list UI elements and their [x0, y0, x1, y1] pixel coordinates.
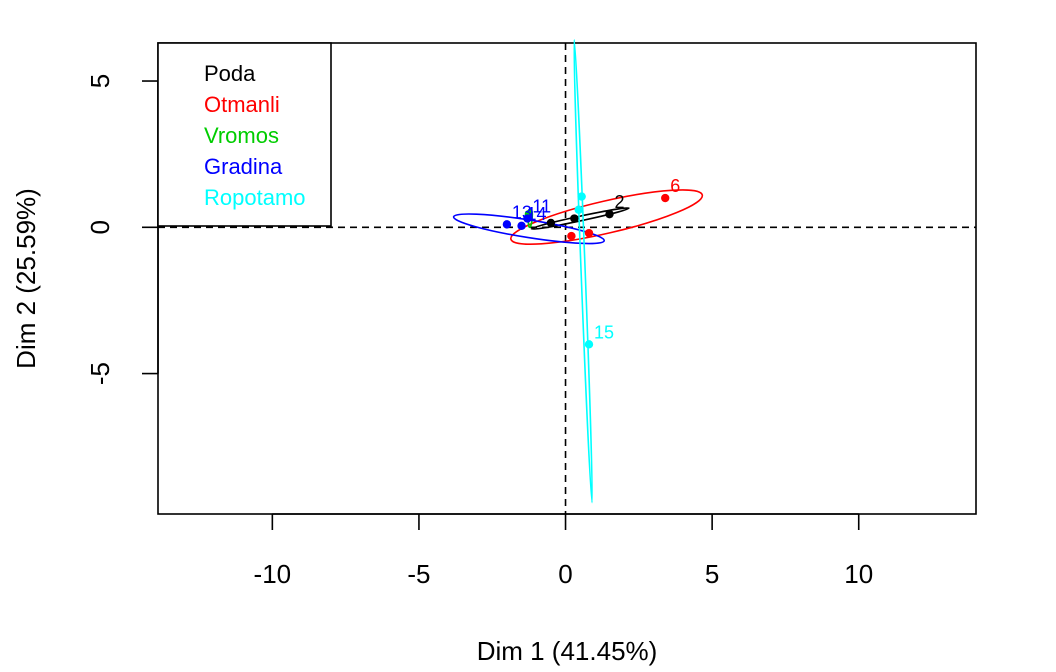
y-tick-label: 0	[85, 220, 115, 234]
data-point	[574, 205, 583, 214]
data-point	[502, 220, 512, 229]
data-point	[584, 228, 594, 238]
data-point	[577, 192, 586, 201]
x-tick-label: 5	[705, 559, 719, 589]
y-tick-label: 5	[85, 74, 115, 88]
point-label: 6	[670, 176, 680, 196]
chart-layer: -10 -5 0 5 10 -5 0 5 Dim 1 (41.45%) Dim 2 (25.59%…	[11, 38, 977, 666]
legend-label: Ropotamo	[204, 185, 306, 210]
data-point	[523, 214, 532, 223]
ellipse-otmanli	[510, 189, 704, 245]
point-label: 11	[532, 197, 551, 217]
point-label: 15	[594, 322, 614, 342]
data-point	[661, 193, 670, 203]
data-point	[570, 214, 579, 223]
x-tick-label: 10	[844, 559, 873, 589]
data-point	[605, 209, 614, 219]
data-point	[546, 218, 556, 228]
ellipse-ropotamo	[573, 38, 594, 504]
legend-box	[157, 42, 332, 227]
legend-label: Vromos	[204, 123, 279, 148]
x-tick-label: -10	[254, 559, 292, 589]
legend-label: Poda	[204, 61, 256, 86]
x-tick-label: -5	[407, 559, 430, 589]
legend-label: Gradina	[204, 154, 283, 179]
x-tick-label: 0	[558, 559, 572, 589]
legend-label: Otmanli	[204, 92, 280, 117]
data-point	[567, 231, 576, 241]
x-axis-title: Dim 1 (41.45%)	[477, 636, 658, 666]
y-axis-title: Dim 2 (25.59%)	[11, 188, 41, 369]
y-tick-label: -5	[85, 362, 115, 385]
point-label: 2	[615, 192, 625, 212]
data-point	[584, 340, 594, 349]
data-point	[517, 221, 526, 231]
